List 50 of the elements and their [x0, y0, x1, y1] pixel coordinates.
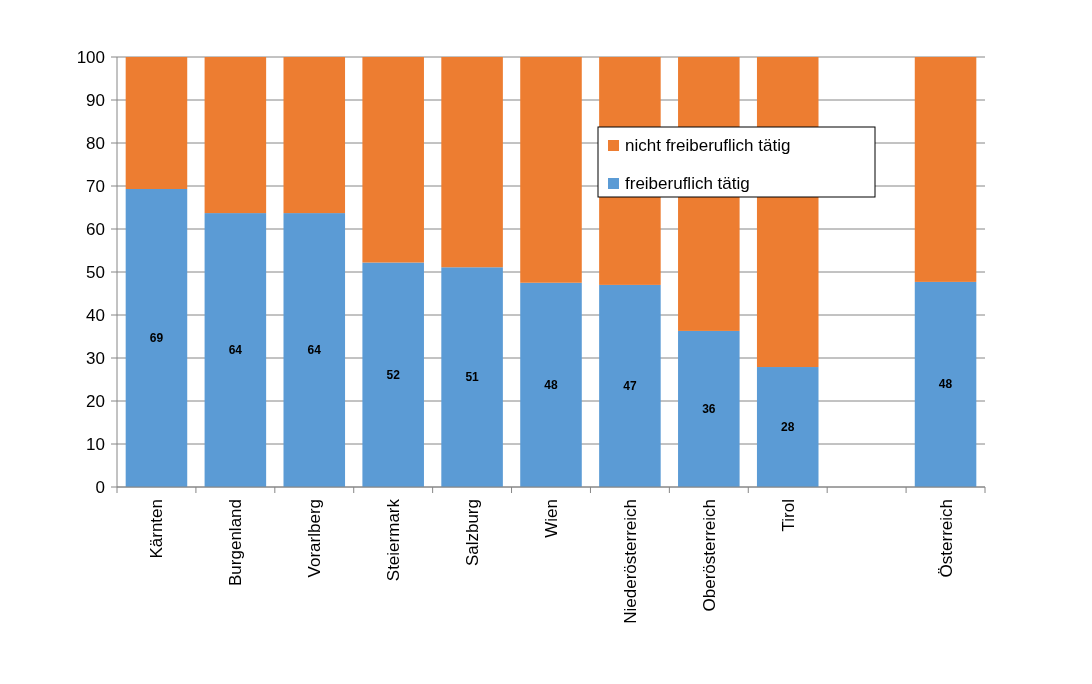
y-tick-label: 20 [86, 392, 105, 411]
y-tick-label: 0 [95, 478, 105, 497]
x-tick-label: Kärnten [147, 499, 167, 559]
data-label: 28 [781, 420, 795, 435]
legend-label: nicht freiberuflich tätig [625, 136, 791, 155]
y-tick-label: 90 [86, 91, 105, 110]
y-tick-label: 80 [86, 134, 105, 153]
bar [125, 57, 188, 190]
bar [204, 57, 267, 214]
bar [441, 267, 503, 487]
x-tick-label: Burgenland [226, 499, 246, 586]
data-label: 48 [544, 377, 558, 392]
data-label: 64 [307, 343, 322, 358]
bar [125, 189, 188, 487]
data-label: 48 [938, 377, 953, 392]
bar [441, 57, 503, 268]
bar [283, 57, 346, 214]
data-label: 51 [465, 370, 480, 385]
y-tick-label: 30 [86, 349, 105, 368]
y-tick-label: 50 [86, 263, 105, 282]
x-tick-label: Niederösterreich [620, 499, 640, 624]
x-tick-label: Wien [542, 499, 561, 538]
x-tick-label: Vorarlberg [305, 499, 325, 578]
bar [520, 282, 582, 487]
y-tick-label: 10 [86, 435, 105, 454]
y-tick-label: 40 [86, 306, 105, 325]
bar [283, 213, 346, 487]
y-tick-label: 100 [76, 48, 105, 67]
data-label: 52 [386, 367, 401, 382]
bar [914, 281, 977, 487]
x-tick-label: Steiermark [384, 498, 404, 582]
bar [678, 330, 740, 487]
y-tick-label: 60 [86, 220, 105, 239]
data-label: 69 [149, 331, 164, 346]
x-tick-label: Tirol [778, 499, 798, 532]
bar [362, 262, 424, 487]
bar [204, 213, 267, 487]
bar [756, 367, 819, 487]
y-tick-label: 70 [86, 177, 105, 196]
x-tick-label: Österreich [936, 499, 956, 578]
data-label: 47 [623, 378, 637, 393]
bar [520, 57, 582, 283]
data-label: 36 [702, 401, 716, 416]
bar [599, 284, 661, 487]
data-label: 64 [228, 343, 243, 358]
bar [362, 57, 424, 263]
x-tick-label: Oberösterreich [699, 499, 719, 612]
x-tick-label: Salzburg [463, 499, 483, 567]
bar [914, 57, 977, 282]
legend-label: freiberuflich tätig [625, 174, 750, 193]
